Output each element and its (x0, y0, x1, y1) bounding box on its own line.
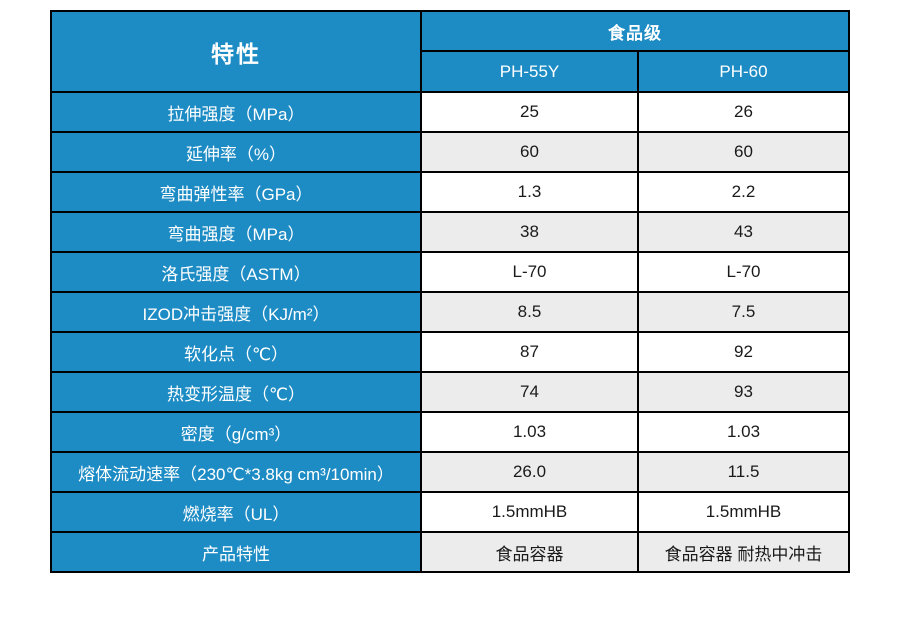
table-row-tensile-strength: 拉伸强度（MPa） 25 26 (50, 91, 850, 133)
property-label: 软化点（℃） (50, 331, 422, 373)
table-row-rockwell-hardness: 洛氏强度（ASTM） L-70 L-70 (50, 251, 850, 293)
value-ph60: 60 (637, 131, 850, 173)
value-ph60: 1.03 (637, 411, 850, 453)
property-label: IZOD冲击强度（KJ/m²） (50, 291, 422, 333)
value-ph55y: 8.5 (420, 291, 639, 333)
value-ph60: 92 (637, 331, 850, 373)
property-label: 弯曲强度（MPa） (50, 211, 422, 253)
value-ph60: 11.5 (637, 451, 850, 493)
value-ph55y: 25 (420, 91, 639, 133)
table-row-flexural-modulus: 弯曲弹性率（GPa） 1.3 2.2 (50, 171, 850, 213)
property-label: 热变形温度（℃） (50, 371, 422, 413)
table-row-izod-impact: IZOD冲击强度（KJ/m²） 8.5 7.5 (50, 291, 850, 333)
property-label: 密度（g/cm³） (50, 411, 422, 453)
value-ph55y: 26.0 (420, 451, 639, 493)
property-label: 拉伸强度（MPa） (50, 91, 422, 133)
value-ph60: L-70 (637, 251, 850, 293)
feature-header: 特性 (50, 10, 422, 93)
value-ph55y: L-70 (420, 251, 639, 293)
header-row-group: 特性 食品级 (50, 10, 850, 93)
value-ph55y: 1.3 (420, 171, 639, 213)
property-label: 熔体流动速率（230℃*3.8kg cm³/10min） (50, 451, 422, 493)
property-label: 产品特性 (50, 531, 422, 573)
table-row-elongation: 延伸率（%） 60 60 (50, 131, 850, 173)
value-ph55y: 87 (420, 331, 639, 373)
column-header-ph55y: PH-55Y (420, 50, 639, 93)
table-row-softening-point: 软化点（℃） 87 92 (50, 331, 850, 373)
value-ph55y: 1.5mmHB (420, 491, 639, 533)
property-label: 延伸率（%） (50, 131, 422, 173)
property-label: 弯曲弹性率（GPa） (50, 171, 422, 213)
table-row-product-features: 产品特性 食品容器 食品容器 耐热中冲击 (50, 531, 850, 573)
value-ph60: 7.5 (637, 291, 850, 333)
value-ph60: 2.2 (637, 171, 850, 213)
value-ph55y: 60 (420, 131, 639, 173)
table-row-density: 密度（g/cm³） 1.03 1.03 (50, 411, 850, 453)
value-ph60: 93 (637, 371, 850, 413)
value-ph55y: 1.03 (420, 411, 639, 453)
value-ph55y: 74 (420, 371, 639, 413)
grade-group-header: 食品级 (420, 10, 850, 52)
value-ph60: 43 (637, 211, 850, 253)
table-row-melt-flow-rate: 熔体流动速率（230℃*3.8kg cm³/10min） 26.0 11.5 (50, 451, 850, 493)
value-ph60: 食品容器 耐热中冲击 (637, 531, 850, 573)
value-ph60: 1.5mmHB (637, 491, 850, 533)
value-ph55y: 食品容器 (420, 531, 639, 573)
table-row-flexural-strength: 弯曲强度（MPa） 38 43 (50, 211, 850, 253)
property-label: 燃烧率（UL） (50, 491, 422, 533)
spec-table-container: 特性 食品级 PH-55Y PH-60 拉伸强度（MPa） 25 26 延伸率（… (50, 10, 850, 573)
table-row-flammability: 燃烧率（UL） 1.5mmHB 1.5mmHB (50, 491, 850, 533)
property-label: 洛氏强度（ASTM） (50, 251, 422, 293)
header-row-models: PH-55Y PH-60 (51, 50, 850, 93)
column-header-ph60: PH-60 (637, 50, 850, 93)
value-ph55y: 38 (420, 211, 639, 253)
value-ph60: 26 (637, 91, 850, 133)
table-row-heat-deflection: 热变形温度（℃） 74 93 (50, 371, 850, 413)
product-spec-table: 特性 食品级 PH-55Y PH-60 拉伸强度（MPa） 25 26 延伸率（… (50, 10, 850, 573)
